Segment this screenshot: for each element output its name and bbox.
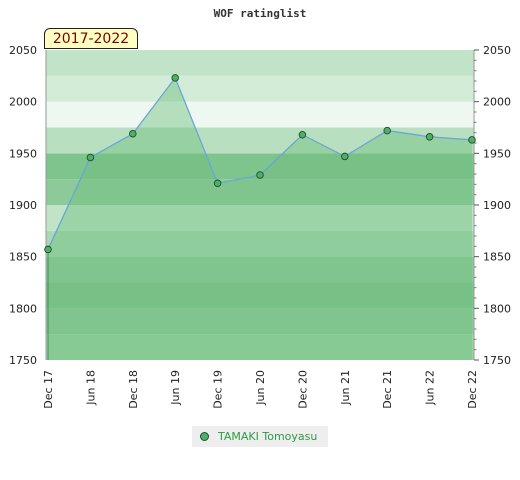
- x-tick-label: Jun 21: [339, 370, 352, 406]
- legend-label: TAMAKI Tomoyasu: [218, 430, 318, 443]
- legend[interactable]: TAMAKI Tomoyasu: [192, 426, 328, 447]
- y-tick-label-left: 2050: [9, 44, 37, 57]
- x-tick-label: Dec 19: [212, 370, 225, 409]
- y-tick-label-left: 1850: [9, 251, 37, 264]
- background-band: [46, 308, 474, 335]
- data-point: [341, 152, 349, 161]
- background-band: [46, 75, 474, 102]
- background-band: [46, 205, 474, 231]
- x-tick-label: Dec 17: [42, 370, 55, 409]
- y-tick-label-right: 1800: [483, 302, 511, 315]
- background-band: [46, 334, 474, 360]
- x-tick-label: Jun 22: [424, 370, 437, 406]
- y-tick-label-left: 1900: [9, 199, 37, 212]
- x-tick-label: Jun 20: [254, 370, 267, 406]
- y-tick-label-right: 1950: [483, 147, 511, 160]
- data-point: [425, 133, 434, 141]
- y-tick-label-left: 1800: [9, 302, 37, 315]
- data-point: [129, 129, 137, 138]
- x-tick-label: Dec 21: [381, 370, 394, 409]
- data-point: [383, 126, 391, 135]
- x-tick-label: Jun 18: [84, 370, 97, 406]
- y-tick-label-right: 1750: [483, 354, 511, 367]
- y-tick-label-right: 2000: [483, 96, 511, 109]
- background-band: [46, 50, 474, 76]
- data-point: [44, 245, 52, 254]
- y-tick-label-left: 1750: [9, 354, 37, 367]
- background-band: [46, 101, 474, 128]
- x-tick-label: Jun 19: [169, 370, 182, 406]
- legend-marker: [200, 432, 209, 441]
- data-point: [256, 171, 264, 179]
- x-tick-label: Dec 18: [127, 370, 140, 409]
- series-area: [48, 77, 472, 361]
- series: [44, 74, 476, 361]
- y-tick-label-right: 1900: [483, 199, 511, 212]
- x-tick-label: Dec 20: [296, 370, 309, 409]
- x-tick-label: Dec 22: [466, 370, 479, 409]
- chart-title: WOF ratinglist: [214, 7, 307, 20]
- background-band: [46, 179, 474, 205]
- y-tick-label-right: 2050: [483, 44, 511, 57]
- background-band: [46, 256, 474, 283]
- data-point: [298, 130, 307, 139]
- y-tick-label-right: 1850: [483, 251, 511, 264]
- data-point: [468, 136, 476, 144]
- background-band: [46, 230, 474, 257]
- y-axis-left: 1750 1800 1850 1900 1950 2000 2050: [9, 44, 47, 367]
- data-point: [86, 153, 95, 162]
- y-tick-label-left: 1950: [9, 147, 37, 160]
- data-point: [171, 74, 179, 82]
- background-band: [46, 282, 474, 309]
- x-axis: Dec 17 Jun 18 Dec 18 Jun 19 Dec 19 Jun 20 Dec …: [42, 370, 479, 409]
- y-axis-right: 1750 1800 1850 1900 1950 2000 2050: [473, 44, 511, 367]
- period-badge: 2017-2022: [44, 28, 138, 49]
- y-tick-label-left: 2000: [9, 96, 37, 109]
- data-point: [213, 179, 222, 188]
- background-band: [46, 127, 474, 154]
